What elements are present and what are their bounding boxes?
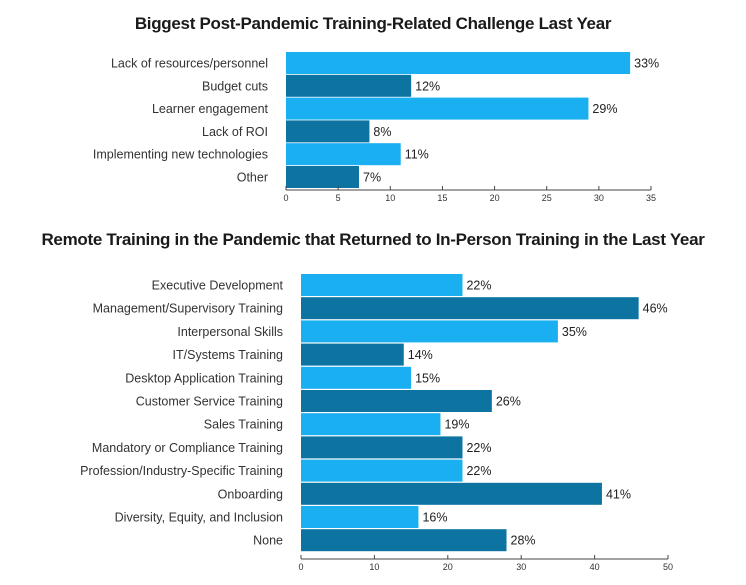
chart-2-category-label: Diversity, Equity, and Inclusion xyxy=(115,511,283,525)
chart-1-x-tick-label: 10 xyxy=(385,193,395,203)
chart-2-data-label: 19% xyxy=(444,418,469,432)
chart-2-bar xyxy=(301,482,602,505)
chart-2-data-label: 46% xyxy=(643,302,668,316)
chart-1-data-label: 11% xyxy=(405,148,429,162)
chart-1-x-tick-label: 35 xyxy=(646,193,656,203)
chart-2-category-label: Onboarding xyxy=(218,487,283,501)
chart-1-data-label: 7% xyxy=(363,171,381,185)
chart-2-x-tick-label: 10 xyxy=(369,562,379,572)
chart-2-bar xyxy=(301,297,639,320)
chart-2-category-label: Sales Training xyxy=(204,418,283,432)
chart-1-category-label: Lack of resources/personnel xyxy=(111,57,268,71)
chart-2-category-label: Customer Service Training xyxy=(136,395,283,409)
chart-1-bar xyxy=(286,74,412,97)
chart-2-bar xyxy=(301,459,463,482)
chart-1-x-tick-label: 25 xyxy=(542,193,552,203)
chart-1-x-tick-label: 30 xyxy=(594,193,604,203)
chart-1-category-label: Lack of ROI xyxy=(202,125,268,139)
chart-1-data-label: 29% xyxy=(592,102,617,116)
chart-2-bar xyxy=(301,274,463,296)
chart-2-x-tick-label: 30 xyxy=(516,562,526,572)
chart-1-data-label: 33% xyxy=(634,57,659,71)
chart-1-data-label: 8% xyxy=(373,125,391,139)
chart-2-x-tick-label: 0 xyxy=(298,562,303,572)
chart-2-bar xyxy=(301,390,492,412)
chart-2-bar xyxy=(301,366,412,389)
chart-1-data-label: 12% xyxy=(415,79,440,93)
chart-2-category-label: Interpersonal Skills xyxy=(177,325,283,339)
chart-2-category-label: Desktop Application Training xyxy=(125,371,283,385)
chart-2-data-label: 22% xyxy=(466,464,491,478)
chart-2-bar xyxy=(301,529,507,552)
chart-2-data-label: 16% xyxy=(422,511,447,525)
chart-2-bar xyxy=(301,320,558,343)
chart-2-data-label: 14% xyxy=(408,348,433,362)
chart-2-data-label: 15% xyxy=(415,371,440,385)
chart-2-category-label: Management/Supervisory Training xyxy=(93,302,283,316)
chart-1-x-tick-label: 20 xyxy=(490,193,500,203)
chart-1-x-tick-label: 5 xyxy=(336,193,341,203)
chart-1-category-label: Other xyxy=(237,171,268,185)
chart-1-title: Biggest Post-Pandemic Training-Related C… xyxy=(134,14,612,33)
chart-2-data-label: 35% xyxy=(562,325,587,339)
chart-2-data-label: 26% xyxy=(496,395,521,409)
chart-1-bar xyxy=(286,52,631,74)
chart-1-x-tick-label: 0 xyxy=(283,193,288,203)
chart-2-category-label: Profession/Industry-Specific Training xyxy=(80,464,283,478)
chart-2-x-tick-label: 20 xyxy=(443,562,453,572)
chart-2-bar xyxy=(301,506,419,528)
chart-2-category-label: IT/Systems Training xyxy=(173,348,283,362)
chart-2-data-label: 41% xyxy=(606,487,631,501)
chart-2-category-label: None xyxy=(253,534,283,548)
chart-2-x-tick-label: 40 xyxy=(590,562,600,572)
chart-1-bar xyxy=(286,143,401,166)
chart-2-title: Remote Training in the Pandemic that Ret… xyxy=(41,230,705,249)
chart-2-data-label: 22% xyxy=(466,279,491,293)
chart-2-bar xyxy=(301,436,463,459)
chart-2-data-label: 22% xyxy=(466,441,491,455)
chart-1-category-label: Budget cuts xyxy=(202,79,268,93)
chart-2-x-tick-label: 50 xyxy=(663,562,673,572)
chart-1-bar xyxy=(286,120,370,143)
chart-2-data-label: 28% xyxy=(511,534,536,548)
chart-2-bar xyxy=(301,413,441,436)
chart-1-x-tick-label: 15 xyxy=(437,193,447,203)
chart-1-category-label: Learner engagement xyxy=(152,102,269,116)
chart-2-bar xyxy=(301,343,404,366)
chart-2-category-label: Mandatory or Compliance Training xyxy=(92,441,283,455)
chart-1-bar xyxy=(286,166,359,188)
chart-1-bar xyxy=(286,97,589,120)
chart-1-category-label: Implementing new technologies xyxy=(93,148,268,162)
chart-2-category-label: Executive Development xyxy=(152,279,284,293)
